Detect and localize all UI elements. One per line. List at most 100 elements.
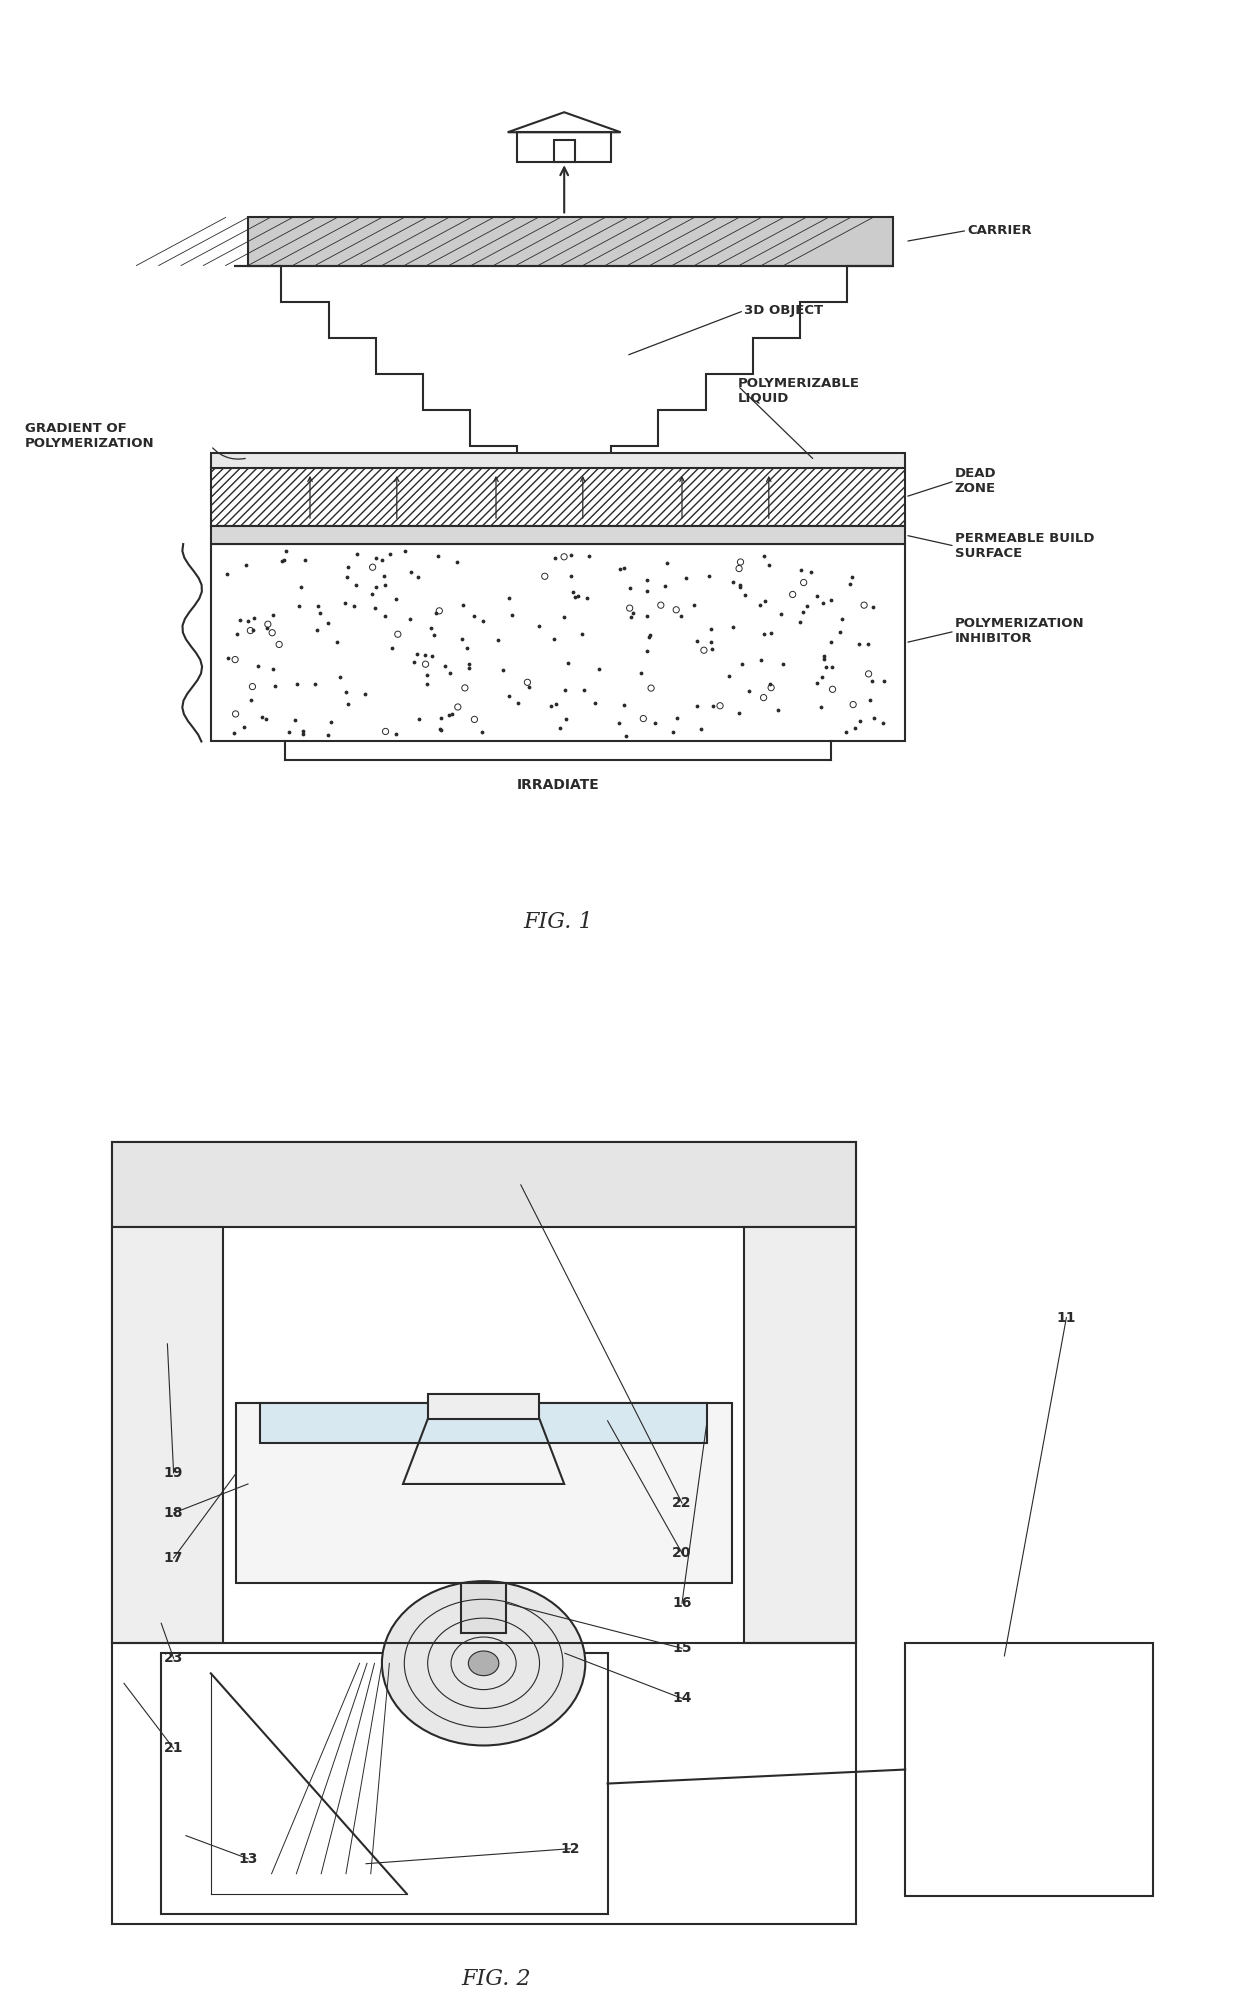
Bar [211, 469, 905, 527]
Point [317, 719, 337, 752]
Point [459, 651, 479, 683]
Point [372, 545, 392, 577]
Point [345, 589, 365, 621]
Point [637, 563, 657, 595]
Point [262, 617, 281, 649]
Point [645, 707, 665, 739]
Point [691, 713, 711, 745]
Point [218, 641, 238, 673]
Point [554, 541, 574, 573]
Point [508, 687, 528, 719]
Bar [553, 140, 575, 162]
Point [703, 689, 723, 721]
Point [409, 703, 429, 735]
Bar [112, 1142, 856, 1924]
Point [729, 553, 749, 585]
Point [614, 551, 634, 583]
Point [667, 701, 687, 733]
Point [408, 561, 428, 593]
Bar [112, 1142, 856, 1226]
Point [367, 571, 387, 603]
Point [417, 659, 436, 691]
Text: 21: 21 [164, 1741, 184, 1756]
Point [750, 589, 770, 621]
Bar [428, 1395, 539, 1419]
Point [396, 535, 415, 567]
Point [456, 631, 476, 663]
Text: 22: 22 [672, 1497, 692, 1509]
Point [255, 703, 275, 735]
Bar [905, 1643, 1153, 1896]
Point [492, 653, 512, 685]
Point [556, 673, 575, 705]
Point [729, 571, 749, 603]
Point [620, 591, 640, 623]
Point [454, 589, 474, 621]
Point [347, 539, 367, 571]
Point [560, 561, 580, 593]
Point [769, 693, 789, 725]
Point [842, 561, 862, 593]
Text: 13: 13 [238, 1852, 258, 1866]
Bar [744, 1226, 856, 1643]
Point [701, 613, 720, 645]
Point [306, 613, 326, 645]
Point [730, 569, 750, 601]
Point [472, 715, 492, 747]
Point [568, 579, 588, 611]
Point [252, 701, 272, 733]
Point [226, 697, 246, 729]
Point [279, 715, 299, 747]
Point [702, 627, 722, 659]
Point [387, 717, 407, 749]
Point [422, 611, 441, 643]
Point [424, 619, 444, 651]
Point [258, 607, 278, 639]
Point [243, 671, 263, 703]
Point [399, 603, 419, 635]
Text: POLYMERIZATION
INHIBITOR: POLYMERIZATION INHIBITOR [955, 617, 1085, 645]
Point [797, 589, 817, 621]
Point [373, 559, 393, 591]
Point [376, 599, 396, 631]
Bar [236, 1403, 732, 1583]
Point [339, 687, 358, 719]
Point [422, 639, 441, 671]
Point [562, 539, 582, 571]
Bar [211, 527, 905, 545]
Point [231, 603, 250, 635]
Point [337, 561, 357, 593]
Point [836, 715, 856, 747]
Point [572, 617, 591, 649]
Point [294, 715, 314, 747]
Point [263, 599, 283, 631]
Point [620, 571, 640, 603]
Point [663, 715, 683, 747]
Point [858, 657, 878, 689]
Point [517, 665, 537, 697]
Point [366, 541, 386, 573]
Point [500, 583, 520, 615]
Point [275, 535, 295, 567]
Point [807, 579, 827, 611]
Point [547, 687, 567, 719]
Point [241, 615, 260, 647]
Point [295, 545, 315, 577]
Text: 3D OBJECT: 3D OBJECT [744, 305, 823, 317]
Text: CARRIER: CARRIER [967, 224, 1032, 236]
Point [873, 707, 893, 739]
Point [518, 671, 538, 703]
Point [844, 711, 864, 743]
Point [564, 581, 584, 613]
Point [544, 541, 564, 573]
Point [335, 587, 355, 619]
Point [723, 567, 743, 599]
Point [453, 623, 472, 655]
Point [702, 633, 722, 665]
Point [651, 589, 671, 621]
Point [308, 589, 327, 621]
Point [631, 657, 651, 689]
Point [432, 713, 451, 745]
Point [386, 583, 405, 615]
Point [687, 625, 707, 657]
